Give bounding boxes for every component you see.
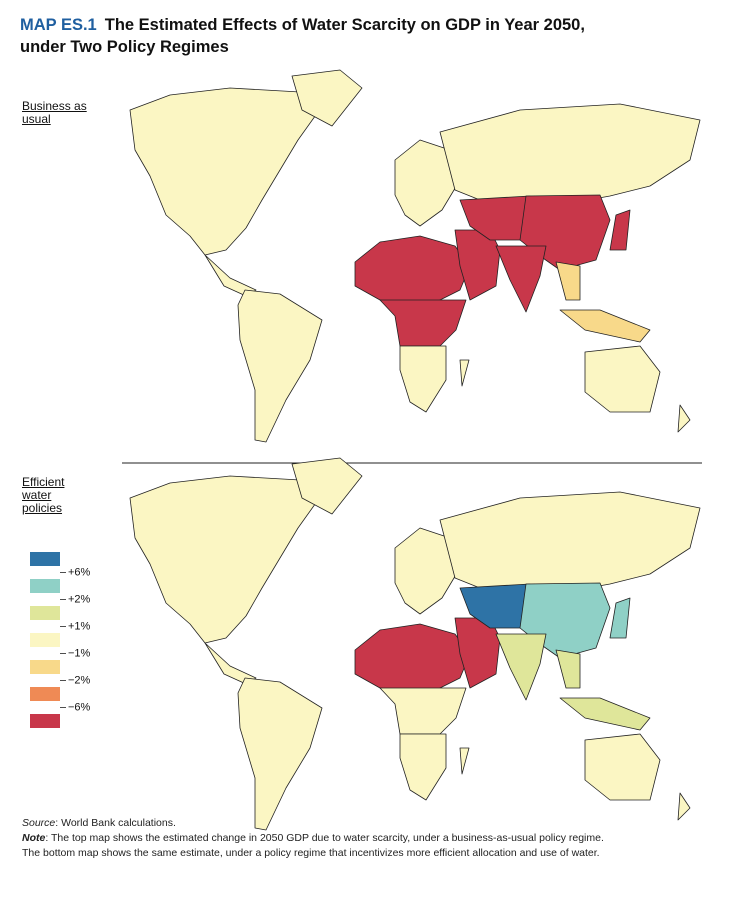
india [495,633,547,701]
legend-swatch [30,660,60,674]
central-africa [379,299,467,347]
legend-swatch [30,606,60,620]
madagascar [459,359,470,387]
north-america [129,87,319,256]
legend-swatch [30,579,60,593]
note-label: Note [22,832,46,844]
legend-label: +1% [68,620,91,632]
map-label: Business as usual [22,99,87,126]
source-text: : World Bank calculations. [55,817,176,829]
source-label: Source [22,817,56,829]
header: MAP ES.1 The Estimated Effects of Water S… [20,14,585,58]
footer: Source: World Bank calculations. Note: T… [22,816,604,861]
indonesia [559,309,651,343]
new-zealand [677,404,691,433]
southeast-asia [555,649,581,689]
north-africa [354,623,471,699]
north-america [129,475,319,644]
title-line: under Two Policy Regimes [20,38,229,56]
central-africa [379,687,467,735]
indonesia [559,697,651,731]
note-line: The bottom map shows the same estimate, … [22,847,600,859]
middle-east [454,229,501,301]
europe [394,139,461,227]
southeast-asia [555,261,581,301]
world-map [129,457,701,831]
australia [584,345,661,413]
greenland [291,69,363,127]
australia [584,733,661,801]
map-group [129,69,701,831]
madagascar [459,747,470,775]
middle-east [454,617,501,689]
central-america [204,642,257,685]
legend-swatch [30,633,60,647]
legend-swatch [30,687,60,701]
title-line: The Estimated Effects of Water Scarcity … [104,16,585,34]
north-africa [354,235,471,311]
russia [439,103,701,206]
central-america [204,254,257,297]
legend-label: +2% [68,593,91,605]
legend-swatch [30,552,60,566]
legend-label: −2% [68,674,91,686]
southern-africa [399,345,447,413]
legend-swatch [30,714,60,728]
map-code: MAP ES.1 [20,16,97,34]
legend-label: −6% [68,701,91,713]
japan [609,209,631,251]
new-zealand [677,792,691,821]
world-map [129,69,701,443]
russia [439,491,701,594]
india [495,245,547,313]
legend-label: −1% [68,647,91,659]
europe [394,527,461,615]
map-label: Efficient water policies [22,475,65,515]
greenland [291,457,363,515]
south-america [237,677,323,831]
note-line: : The top map shows the estimated change… [45,832,604,844]
legend: +6% +2% +1% −1% −2% −6% [30,552,91,728]
japan [609,597,631,639]
legend-label: +6% [68,566,91,578]
southern-africa [399,733,447,801]
south-america [237,289,323,443]
